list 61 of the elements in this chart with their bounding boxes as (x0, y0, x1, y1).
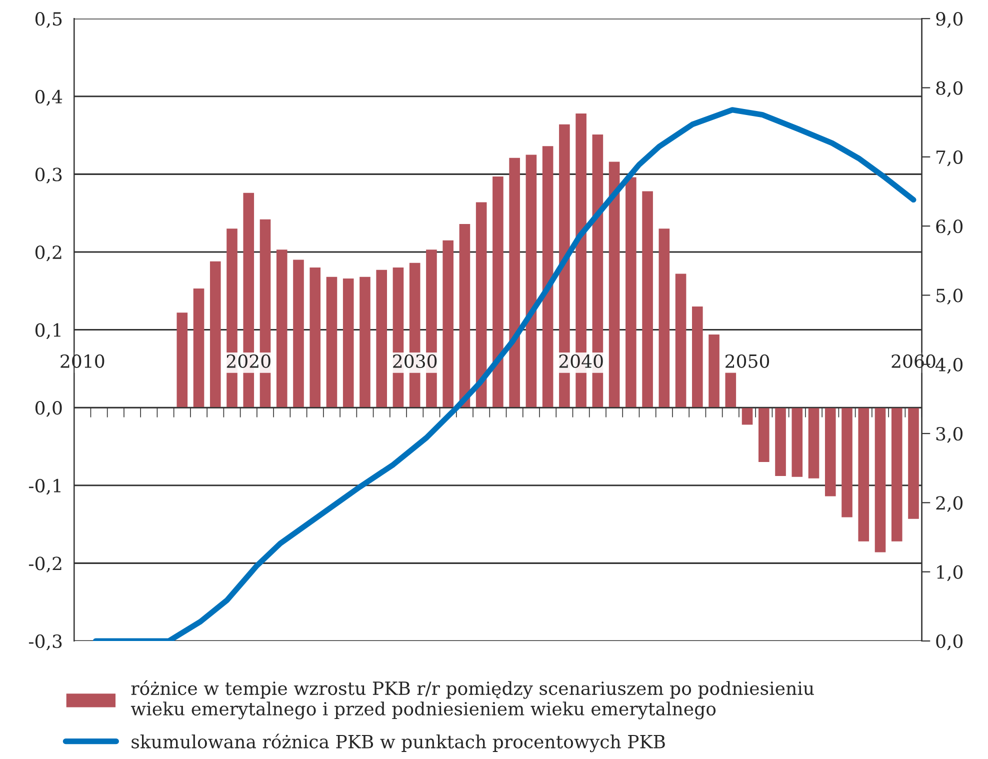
bar (808, 408, 820, 478)
y2-tick-label: 9,0 (936, 12, 963, 28)
y-tick-label: -0,3 (28, 634, 62, 650)
y2-tick-label: 3,0 (936, 426, 963, 443)
x-tick-label: 2050 (726, 354, 770, 368)
bar (459, 224, 470, 408)
bar (908, 408, 919, 519)
y-tick-label: 0,0 (35, 401, 62, 417)
bar (874, 408, 886, 552)
y-tick-label: 0,1 (35, 323, 60, 340)
y2-tick-label: 2,0 (936, 496, 963, 512)
bar (526, 154, 537, 408)
bar (824, 408, 836, 496)
bar (193, 288, 204, 408)
legend-label: skumulowana różnica PKB w punktach procentowych PKB (132, 734, 665, 752)
legend-label: różnice w tempie wzrostu PKB r/r pomiędzy scenariuszem po podniesieniu wieku emerytalnego i przed podniesieniem wieku emerytalnego (130, 680, 814, 720)
y2-tick-label: 8,0 (936, 81, 963, 98)
y-tick-label: 0,3 (35, 168, 62, 184)
bar (542, 146, 554, 408)
bar (376, 270, 388, 408)
y-tick-label: 0,5 (35, 12, 62, 28)
y-tick-label: 0,4 (35, 90, 62, 106)
bar (293, 260, 304, 408)
bar (476, 202, 487, 408)
y2-tick-label: 7,0 (936, 150, 963, 166)
bar (775, 408, 786, 476)
bar (642, 191, 653, 408)
bar (842, 408, 852, 518)
bar (608, 162, 620, 408)
bar (276, 250, 288, 408)
x-tick-label: 2030 (393, 354, 437, 368)
bar (509, 158, 520, 408)
y2-tick-label: 5,0 (936, 288, 963, 305)
bar (210, 261, 221, 408)
bar (725, 372, 736, 408)
bar (792, 408, 803, 477)
bar (858, 408, 870, 542)
y-tick-label: -0,2 (28, 556, 62, 572)
bar (342, 278, 354, 408)
bar (176, 312, 188, 408)
bar (658, 228, 670, 408)
bar (492, 176, 504, 408)
bar (758, 408, 770, 462)
bar (708, 334, 720, 408)
y2-tick-label: 6,0 (936, 220, 963, 236)
bar (310, 268, 321, 408)
y2-tick-label: 0,0 (936, 634, 963, 650)
bar (442, 240, 454, 408)
bar (326, 276, 338, 408)
bar (626, 177, 636, 408)
bar (692, 306, 703, 408)
x-tick-label: 2020 (226, 354, 270, 368)
bar (360, 276, 370, 408)
y2-tick-label: 1,0 (937, 565, 963, 582)
y-tick-label: -0,1 (28, 478, 60, 495)
y-tick-label: 0,2 (35, 245, 62, 262)
bar (891, 408, 902, 542)
y2-tick-label: 4,0 (936, 358, 963, 374)
bar (742, 408, 753, 425)
bar (675, 274, 686, 408)
x-tick-label: 2040 (559, 354, 603, 368)
